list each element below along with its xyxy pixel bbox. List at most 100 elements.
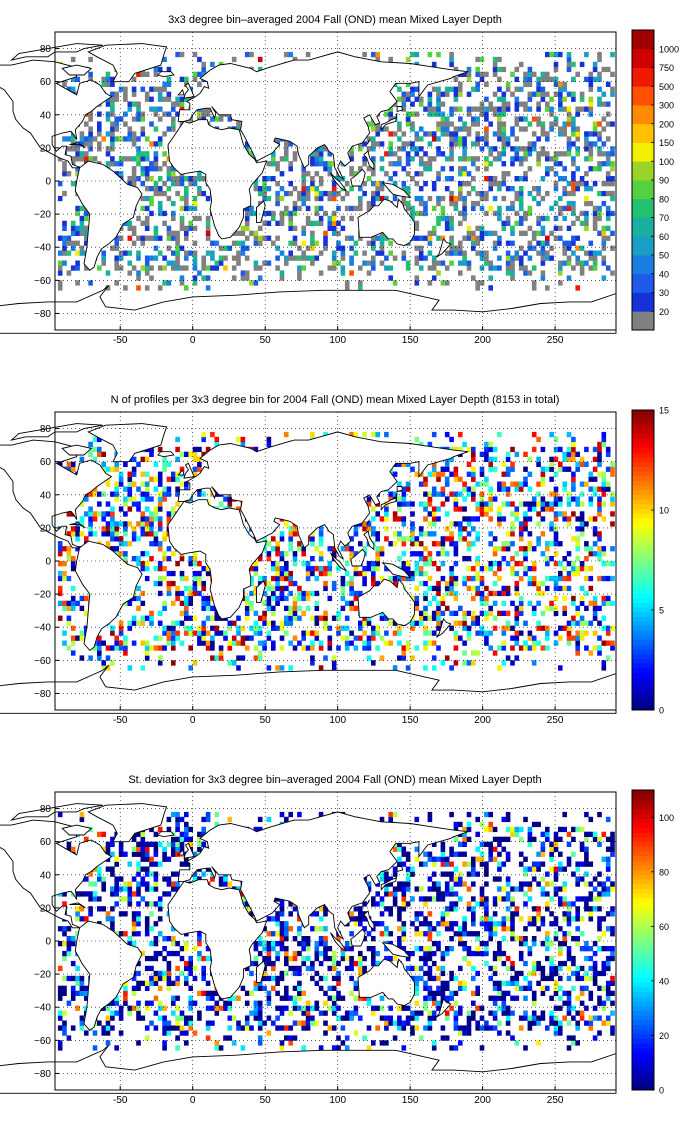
data-cell [271, 210, 276, 217]
data-cell [449, 521, 454, 527]
data-cell [257, 240, 263, 246]
data-cell [192, 71, 198, 77]
data-cell [127, 496, 133, 502]
data-cell [162, 151, 167, 157]
data-cell [323, 161, 328, 167]
data-cell [436, 121, 441, 127]
data-cell [358, 205, 363, 212]
data-cell [514, 590, 520, 597]
data-cell [466, 260, 472, 266]
data-cell [605, 225, 611, 231]
data-cell [153, 536, 159, 542]
data-cell [531, 561, 537, 567]
data-cell [397, 501, 402, 507]
colorbar-swatch [632, 161, 654, 181]
data-cell [388, 496, 393, 502]
data-cell [84, 595, 89, 602]
data-cell [449, 590, 454, 597]
data-cell [314, 575, 320, 582]
data-cell [175, 111, 180, 117]
data-cell [379, 141, 385, 147]
data-cell [171, 166, 176, 172]
data-cell [388, 575, 393, 582]
data-cell [266, 551, 272, 557]
data-cell [414, 245, 420, 251]
data-cell [118, 541, 124, 547]
data-cell [392, 471, 398, 477]
data-cell [510, 255, 515, 261]
data-cell [271, 240, 276, 246]
data-cell [492, 111, 498, 117]
data-cell [331, 225, 337, 231]
data-cell [531, 566, 537, 572]
data-cell [444, 86, 450, 92]
data-cell [236, 655, 241, 661]
data-cell [349, 605, 354, 611]
data-cell [279, 186, 285, 192]
data-cell [349, 551, 354, 557]
data-cell [375, 126, 380, 132]
data-cell [305, 575, 311, 582]
data-cell [201, 255, 206, 261]
data-cell [549, 476, 554, 482]
data-cell [518, 630, 524, 636]
data-cell [244, 210, 250, 217]
data-cell [136, 501, 141, 507]
data-cell [471, 161, 476, 167]
data-cell [262, 195, 267, 202]
data-cell [140, 491, 146, 497]
data-cell [205, 275, 211, 281]
data-cell [423, 570, 428, 577]
data-cell [318, 190, 324, 197]
data-cell [423, 645, 428, 651]
data-cell [340, 195, 346, 202]
data-cell [562, 81, 567, 87]
colorbar-swatch [632, 67, 654, 87]
data-cell [114, 491, 119, 497]
data-cell [510, 91, 515, 97]
data-cell [92, 156, 98, 162]
data-cell [566, 635, 572, 641]
data-cell [257, 655, 263, 661]
data-cell [545, 151, 550, 157]
data-cell [597, 71, 602, 77]
data-cell [114, 546, 119, 552]
data-cell [184, 230, 189, 236]
data-cell [536, 91, 541, 97]
data-cell [140, 71, 146, 77]
data-cell [527, 76, 533, 82]
data-cell [545, 76, 550, 82]
data-cell [140, 116, 146, 122]
data-cell [136, 151, 141, 157]
colorbar-tick-label: 200 [659, 119, 674, 129]
data-cell [192, 225, 198, 231]
data-cell [440, 546, 446, 552]
colorbar-swatch [632, 583, 654, 589]
data-cell [484, 456, 489, 462]
data-cell [140, 166, 146, 172]
data-cell [479, 590, 485, 597]
data-cell [70, 650, 76, 656]
data-cell [127, 665, 133, 671]
data-cell [340, 255, 346, 261]
data-cell [114, 245, 119, 251]
data-cell [579, 210, 585, 217]
colorbar-swatch [632, 606, 654, 613]
data-cell [410, 526, 415, 532]
data-cell [318, 640, 324, 646]
data-cell [362, 161, 367, 167]
data-cell [592, 541, 598, 547]
data-cell [401, 645, 407, 651]
data-cell [188, 556, 193, 562]
data-cell [179, 481, 185, 487]
data-cell [566, 61, 572, 68]
data-cell [592, 615, 598, 621]
data-cell [405, 501, 411, 507]
data-cell [149, 235, 154, 241]
data-cell [153, 486, 159, 492]
data-cell [284, 585, 289, 592]
data-cell [553, 456, 559, 462]
data-cell [362, 521, 367, 527]
data-cell [384, 195, 389, 202]
data-cell [266, 556, 272, 562]
